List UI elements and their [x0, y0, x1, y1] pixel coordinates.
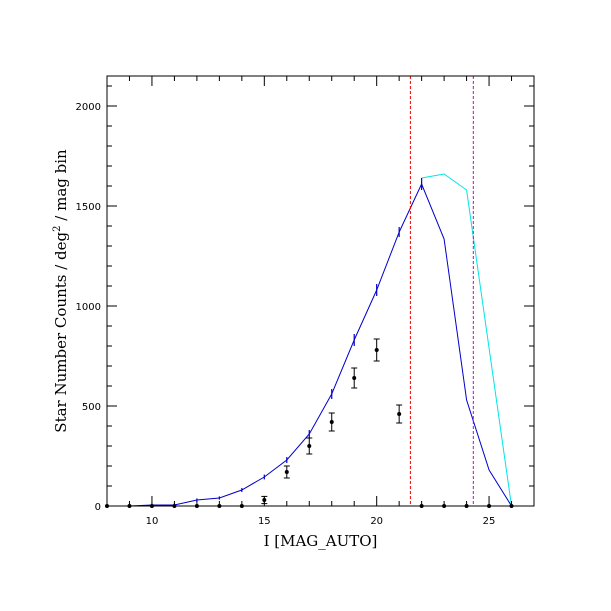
- x-tick-label: 15: [258, 516, 271, 527]
- y-tick-label: 2000: [76, 102, 101, 113]
- y-axis-title-tail: / mag bin: [52, 149, 70, 226]
- y-tick-label: 1000: [76, 302, 101, 313]
- y-tick-label: 0: [95, 502, 101, 513]
- series-line-1: [107, 182, 512, 507]
- data-point: [397, 412, 402, 416]
- x-tick-label: 10: [146, 516, 159, 527]
- data-point: [374, 348, 379, 352]
- y-axis-title: Star Number Counts / deg2 / mag bin: [52, 149, 70, 433]
- data-point: [284, 470, 289, 474]
- x-tick-label: 25: [483, 516, 496, 527]
- y-axis-title-superscript: 2: [52, 225, 63, 231]
- plot-frame: [106, 75, 535, 507]
- data-point: [352, 376, 357, 380]
- y-axis-title-main: Star Number Counts / deg: [52, 231, 70, 432]
- data-points: [105, 338, 514, 508]
- data-point: [329, 420, 334, 424]
- limit-lines: [409, 76, 474, 506]
- x-axis-title: I [MAG_AUTO]: [264, 532, 378, 550]
- y-tick-label: 500: [82, 402, 101, 413]
- y-tick-label: 1500: [76, 202, 101, 213]
- series-lines: [107, 173, 512, 507]
- data-point: [307, 444, 312, 448]
- x-tick-label: 20: [370, 516, 383, 527]
- series-line-0: [421, 173, 512, 507]
- tick-labels: 10 15 20 25 0 500 1000 1500 2000: [76, 102, 496, 527]
- axis-ticks: [106, 76, 535, 507]
